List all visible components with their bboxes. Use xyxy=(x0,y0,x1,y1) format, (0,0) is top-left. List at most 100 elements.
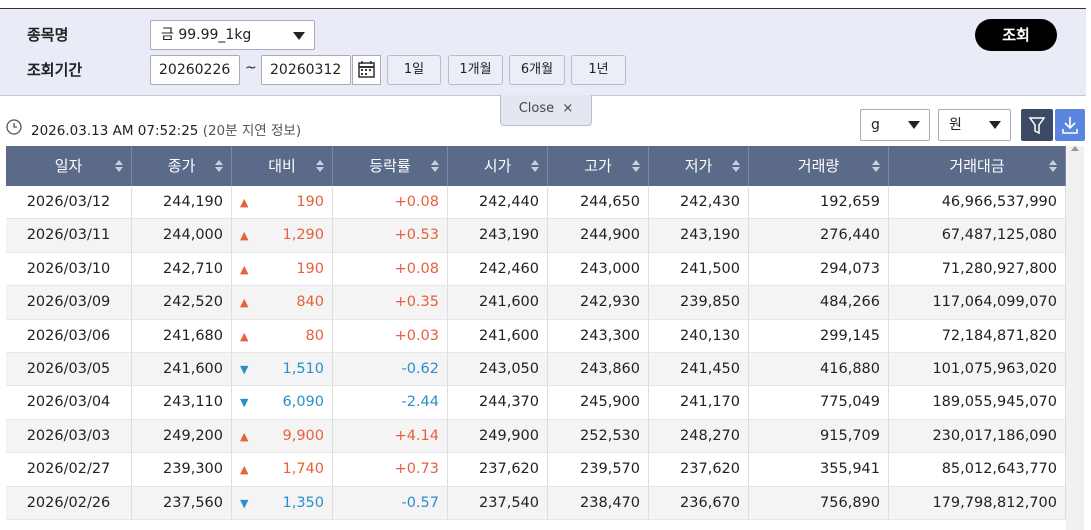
change-arrow: ▲ xyxy=(240,229,249,243)
date-separator: ~ xyxy=(245,60,257,76)
cell: 299,145 xyxy=(749,319,889,353)
cell: 248,270 xyxy=(649,419,749,454)
item-select[interactable]: 금 99.99_1kg xyxy=(150,20,315,50)
cell: 241,600 xyxy=(132,353,232,387)
search-button[interactable]: 조회 xyxy=(975,19,1057,51)
cell: 237,560 xyxy=(132,486,232,520)
cell: 244,370 xyxy=(448,386,548,420)
date-cell: 2026/03/04 xyxy=(6,386,132,420)
column-header[interactable]: 저가 xyxy=(649,146,749,186)
rate-cell: -0.57 xyxy=(333,486,448,520)
scrollbar[interactable] xyxy=(1066,146,1084,530)
change-arrow: ▲ xyxy=(240,296,249,310)
cell: 101,075,963,020 xyxy=(889,353,1066,387)
change-cell: 1,350 xyxy=(232,486,333,520)
header-text: 등락률 xyxy=(369,157,411,175)
cell: 46,966,537,990 xyxy=(889,186,1066,220)
cell: 242,520 xyxy=(132,286,232,320)
cell: 237,620 xyxy=(649,453,749,487)
change-cell: 80 xyxy=(232,319,333,353)
date-cell: 2026/02/27 xyxy=(6,453,132,487)
cell: 230,017,186,090 xyxy=(889,419,1066,454)
cell: 239,570 xyxy=(548,453,649,487)
cell: 71,280,927,800 xyxy=(889,252,1066,287)
cell: 240,130 xyxy=(649,319,749,353)
cell: 241,600 xyxy=(448,319,548,353)
change-cell: 190 xyxy=(232,252,333,287)
item-label: 종목명 xyxy=(27,26,69,44)
table-row xyxy=(6,319,1066,353)
filter-button[interactable] xyxy=(1021,109,1053,141)
weight-unit: g xyxy=(871,117,880,133)
column-header[interactable]: 시가 xyxy=(448,146,548,186)
close-tab[interactable]: Close × xyxy=(500,95,592,126)
cell: 355,941 xyxy=(749,453,889,487)
cell: 238,470 xyxy=(548,486,649,520)
cell: 244,650 xyxy=(548,186,649,220)
header-text: 거래량 xyxy=(797,157,840,175)
change-arrow: ▲ xyxy=(240,329,249,343)
change-arrow: ▼ xyxy=(240,396,249,410)
cell: 237,620 xyxy=(448,453,548,487)
range-button[interactable]: 1년 xyxy=(571,55,626,85)
start-date[interactable]: 20260226 xyxy=(150,55,240,85)
column-header[interactable]: 대비 xyxy=(232,146,333,186)
column-header[interactable]: 고가 xyxy=(548,146,649,186)
cell: 117,064,099,070 xyxy=(889,286,1066,320)
sort-icon[interactable] xyxy=(872,159,880,173)
column-header[interactable]: 등락률 xyxy=(333,146,448,186)
cell: 192,659 xyxy=(749,186,889,220)
close-icon: × xyxy=(562,101,574,116)
column-header[interactable]: 거래대금 xyxy=(889,146,1066,186)
column-header[interactable]: 종가 xyxy=(132,146,232,186)
header-text: 일자 xyxy=(54,157,83,175)
end-date[interactable]: 20260312 xyxy=(261,55,351,85)
cell: 241,680 xyxy=(132,319,232,353)
change-arrow: ▼ xyxy=(240,363,249,376)
cell: 242,460 xyxy=(448,252,548,287)
range-button[interactable]: 6개월 xyxy=(509,55,565,85)
date-cell: 2026/03/05 xyxy=(6,353,132,387)
change-cell: 1,740 xyxy=(232,453,333,487)
range-button[interactable]: 1일 xyxy=(387,55,441,85)
header-text: 시가 xyxy=(483,157,512,175)
cell: 237,540 xyxy=(448,486,548,520)
sort-icon[interactable] xyxy=(531,159,539,173)
cell: 775,049 xyxy=(749,386,889,420)
cell: 243,110 xyxy=(132,386,232,420)
column-header[interactable]: 거래량 xyxy=(749,146,889,186)
sort-icon[interactable] xyxy=(115,159,123,173)
cell: 294,073 xyxy=(749,252,889,287)
sort-icon[interactable] xyxy=(316,159,324,173)
cell: 249,200 xyxy=(132,419,232,454)
rate-cell: -0.62 xyxy=(333,353,448,387)
table-row xyxy=(6,419,1066,454)
range-button[interactable]: 1개월 xyxy=(448,55,503,85)
scroll-up[interactable] xyxy=(1066,146,1084,186)
sort-icon[interactable] xyxy=(732,159,740,173)
cell: 239,300 xyxy=(132,453,232,487)
sort-icon[interactable] xyxy=(431,159,439,173)
cell: 242,710 xyxy=(132,252,232,287)
table-row xyxy=(6,453,1066,487)
change-cell: 190 xyxy=(232,186,333,220)
table-row xyxy=(6,486,1066,520)
cell: 189,055,945,070 xyxy=(889,386,1066,420)
sort-icon[interactable] xyxy=(1049,159,1057,173)
table-row xyxy=(6,186,1066,220)
cell: 241,170 xyxy=(649,386,749,420)
sort-icon[interactable] xyxy=(215,159,223,173)
header-text: 종가 xyxy=(167,157,196,175)
item-value: 금 99.99_1kg xyxy=(161,27,252,43)
cell: 276,440 xyxy=(749,219,889,253)
clock-icon xyxy=(6,119,22,135)
currency-select[interactable]: 원 xyxy=(938,109,1011,141)
rate-cell: +0.03 xyxy=(333,319,448,353)
calendar-button[interactable] xyxy=(352,55,381,85)
sort-icon[interactable] xyxy=(632,159,640,173)
cell: 242,440 xyxy=(448,186,548,220)
download-button[interactable] xyxy=(1055,109,1085,141)
column-header[interactable]: 일자 xyxy=(6,146,132,186)
status: 2026.03.13 AM 07:52:25 (20분 지연 정보) xyxy=(31,119,301,139)
weight-select[interactable]: g xyxy=(860,109,930,141)
